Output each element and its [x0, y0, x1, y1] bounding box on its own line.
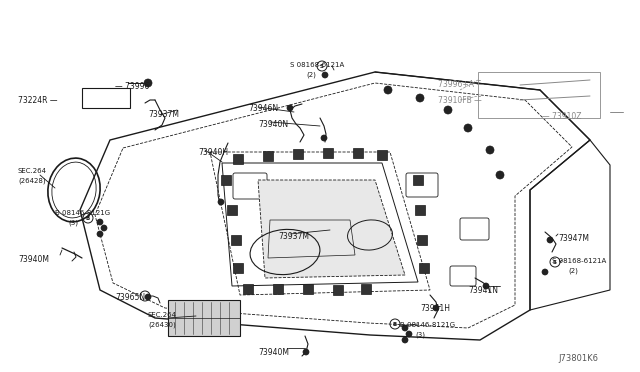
Circle shape [464, 124, 472, 132]
Circle shape [406, 331, 412, 337]
Polygon shape [419, 263, 429, 273]
Polygon shape [293, 149, 303, 159]
Circle shape [547, 237, 553, 243]
Polygon shape [353, 148, 363, 158]
Text: — 73996: — 73996 [115, 82, 149, 91]
Polygon shape [415, 205, 425, 215]
Text: B 08146-8121G: B 08146-8121G [55, 210, 110, 216]
Polygon shape [361, 284, 371, 294]
Text: B: B [86, 215, 90, 221]
Circle shape [402, 325, 408, 331]
Text: — 73910Z: — 73910Z [542, 112, 582, 121]
Text: 73937M: 73937M [148, 110, 179, 119]
Text: S 08168-6121A: S 08168-6121A [290, 62, 344, 68]
Polygon shape [258, 180, 405, 278]
Text: (3): (3) [68, 219, 78, 225]
FancyBboxPatch shape [328, 218, 364, 244]
Text: SEC.264: SEC.264 [18, 168, 47, 174]
Text: S: S [553, 260, 557, 264]
Circle shape [303, 349, 309, 355]
Circle shape [140, 291, 150, 301]
Polygon shape [233, 263, 243, 273]
Polygon shape [377, 150, 387, 160]
Polygon shape [303, 284, 313, 294]
Circle shape [101, 225, 107, 231]
Polygon shape [323, 148, 333, 158]
Text: B 08146-8121G: B 08146-8121G [400, 322, 455, 328]
Text: S: S [320, 64, 324, 68]
Polygon shape [227, 205, 237, 215]
Circle shape [287, 105, 293, 111]
Circle shape [144, 79, 152, 87]
Circle shape [444, 106, 452, 114]
Text: 73965N: 73965N [115, 293, 145, 302]
Polygon shape [233, 154, 243, 164]
Polygon shape [168, 300, 240, 336]
Circle shape [483, 283, 489, 289]
Text: 73946N: 73946N [248, 104, 278, 113]
Text: (3): (3) [415, 331, 425, 337]
Polygon shape [273, 284, 283, 294]
Polygon shape [231, 235, 241, 245]
Text: (2): (2) [306, 71, 316, 77]
Circle shape [542, 269, 548, 275]
Circle shape [496, 171, 504, 179]
Polygon shape [417, 235, 427, 245]
Circle shape [384, 86, 392, 94]
Text: B: B [393, 321, 397, 327]
Text: 73940M: 73940M [18, 255, 49, 264]
Text: 73910FB —: 73910FB — [438, 96, 482, 105]
Polygon shape [413, 175, 423, 185]
Text: 73940N: 73940N [258, 120, 288, 129]
Text: 73937M: 73937M [278, 232, 309, 241]
Text: 73940H: 73940H [198, 148, 228, 157]
Circle shape [97, 231, 103, 237]
Circle shape [486, 146, 494, 154]
Text: 73947M: 73947M [558, 234, 589, 243]
Text: SEC.264: SEC.264 [148, 312, 177, 318]
Polygon shape [333, 285, 343, 295]
Text: (26430): (26430) [148, 321, 176, 327]
Text: 73940M: 73940M [258, 348, 289, 357]
Text: (26428): (26428) [18, 177, 45, 183]
Text: 73941H: 73941H [420, 304, 450, 313]
Text: 73224R —: 73224R — [18, 96, 58, 105]
Text: 73941N: 73941N [468, 286, 498, 295]
Circle shape [321, 135, 327, 141]
Circle shape [322, 72, 328, 78]
Circle shape [416, 94, 424, 102]
Polygon shape [263, 151, 273, 161]
Circle shape [433, 305, 439, 311]
Circle shape [218, 199, 224, 205]
Circle shape [145, 294, 151, 300]
Text: (2): (2) [568, 267, 578, 273]
Text: J73801K6: J73801K6 [558, 354, 598, 363]
Circle shape [402, 337, 408, 343]
Circle shape [97, 219, 103, 225]
Text: 73996+A —: 73996+A — [438, 80, 484, 89]
Polygon shape [243, 284, 253, 294]
Text: S 08168-6121A: S 08168-6121A [552, 258, 606, 264]
Polygon shape [221, 175, 231, 185]
